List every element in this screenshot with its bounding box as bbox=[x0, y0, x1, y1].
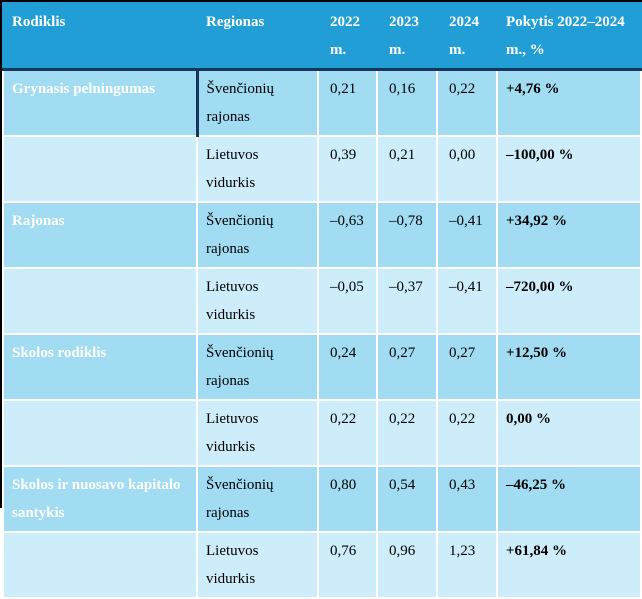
indicator-cell: Rajonas bbox=[2, 201, 198, 269]
region-cell: Švenčionių rajonas bbox=[196, 333, 319, 401]
table-row: Skolos rodiklis Švenčionių rajonas 0,24 … bbox=[2, 333, 642, 401]
region-cell: Lietuvos vidurkis bbox=[196, 531, 319, 599]
value-2022-cell: 0,22 bbox=[317, 399, 378, 467]
change-cell: +61,84 % bbox=[496, 531, 642, 599]
value-2022-cell: 0,80 bbox=[317, 465, 378, 533]
change-cell: +34,92 % bbox=[496, 201, 642, 269]
col-header-regionas: Regionas bbox=[196, 2, 319, 71]
indicator-cell bbox=[2, 135, 198, 203]
col-header-2024: 2024 m. bbox=[436, 2, 498, 71]
value-2022-cell: –0,05 bbox=[317, 267, 378, 335]
change-cell: –46,25 % bbox=[496, 465, 642, 533]
table-row: Rajonas Švenčionių rajonas –0,63 –0,78 –… bbox=[2, 201, 642, 269]
table-row: Skolos ir nuosavo kapitalo santykis Šven… bbox=[2, 465, 642, 533]
value-2024-cell: 1,23 bbox=[436, 531, 498, 599]
change-cell: +12,50 % bbox=[496, 333, 642, 401]
value-2023-cell: 0,27 bbox=[376, 333, 438, 401]
value-2022-cell: 0,39 bbox=[317, 135, 378, 203]
indicator-cell bbox=[2, 267, 198, 335]
region-cell: Švenčionių rajonas bbox=[196, 201, 319, 269]
region-cell: Lietuvos vidurkis bbox=[196, 135, 319, 203]
change-cell: 0,00 % bbox=[496, 399, 642, 467]
value-2023-cell: –0,37 bbox=[376, 267, 438, 335]
indicator-cell: Grynasis pelningumas bbox=[2, 68, 199, 137]
value-2024-cell: 0,00 bbox=[436, 135, 498, 203]
region-cell: Švenčionių rajonas bbox=[196, 68, 319, 137]
value-2022-cell: –0,63 bbox=[317, 201, 378, 269]
col-header-2022: 2022 m. bbox=[317, 2, 378, 71]
value-2022-cell: 0,24 bbox=[317, 333, 378, 401]
table-row: Lietuvos vidurkis 0,39 0,21 0,00 –100,00… bbox=[2, 135, 642, 203]
value-2023-cell: 0,22 bbox=[376, 399, 438, 467]
change-cell: +4,76 % bbox=[496, 68, 642, 137]
value-2023-cell: 0,21 bbox=[376, 135, 438, 203]
table-row: Grynasis pelningumas Švenčionių rajonas … bbox=[2, 68, 642, 137]
region-cell: Lietuvos vidurkis bbox=[196, 399, 319, 467]
indicator-cell: Skolos ir nuosavo kapitalo santykis bbox=[2, 465, 198, 533]
table-row: Lietuvos vidurkis 0,76 0,96 1,23 +61,84 … bbox=[2, 531, 642, 599]
value-2022-cell: 0,21 bbox=[317, 68, 378, 137]
region-cell: Lietuvos vidurkis bbox=[196, 267, 319, 335]
col-header-pokytis: Pokytis 2022–2024 m., % bbox=[496, 2, 642, 71]
value-2022-cell: 0,76 bbox=[317, 531, 378, 599]
value-2023-cell: 0,54 bbox=[376, 465, 438, 533]
indicator-cell bbox=[2, 399, 198, 467]
value-2024-cell: 0,22 bbox=[436, 399, 498, 467]
col-header-rodiklis: Rodiklis bbox=[2, 2, 198, 71]
region-cell: Švenčionių rajonas bbox=[196, 465, 319, 533]
value-2024-cell: –0,41 bbox=[436, 267, 498, 335]
col-header-2023: 2023 m. bbox=[376, 2, 438, 71]
indicator-cell: Skolos rodiklis bbox=[2, 333, 198, 401]
value-2023-cell: –0,78 bbox=[376, 201, 438, 269]
table-row: Lietuvos vidurkis 0,22 0,22 0,22 0,00 % bbox=[2, 399, 642, 467]
value-2023-cell: 0,16 bbox=[376, 68, 438, 137]
table-row: Lietuvos vidurkis –0,05 –0,37 –0,41 –720… bbox=[2, 267, 642, 335]
value-2024-cell: 0,43 bbox=[436, 465, 498, 533]
value-2024-cell: 0,22 bbox=[436, 68, 498, 137]
change-cell: –720,00 % bbox=[496, 267, 642, 335]
value-2024-cell: 0,27 bbox=[436, 333, 498, 401]
value-2024-cell: –0,41 bbox=[436, 201, 498, 269]
indicator-cell bbox=[2, 531, 198, 599]
header-row: Rodiklis Regionas 2022 m. 2023 m. 2024 m… bbox=[2, 2, 642, 71]
value-2023-cell: 0,96 bbox=[376, 531, 438, 599]
change-cell: –100,00 % bbox=[496, 135, 642, 203]
